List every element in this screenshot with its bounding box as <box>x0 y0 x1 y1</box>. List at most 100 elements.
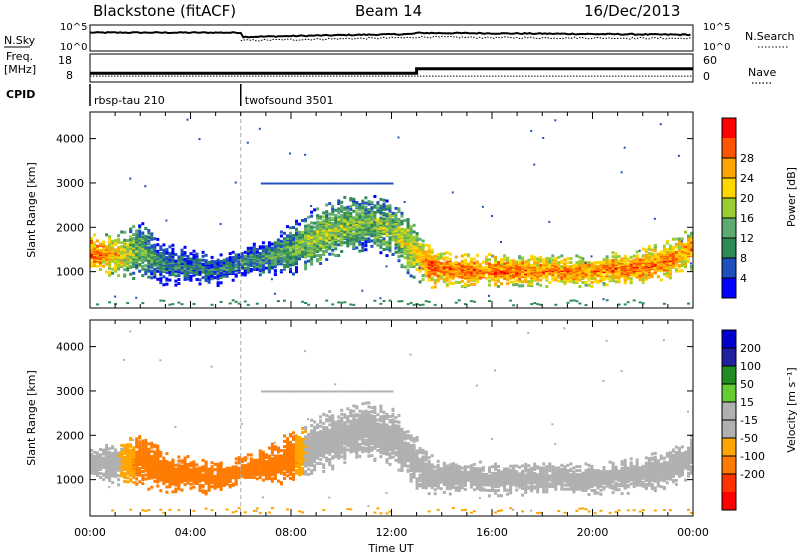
colorbar-tick-label: 20 <box>740 192 754 205</box>
scatter-cell <box>439 275 443 279</box>
scatter-cell <box>183 273 187 277</box>
scatter-cell <box>99 268 102 271</box>
scatter-cell <box>668 272 672 276</box>
scatter-cell <box>457 281 461 284</box>
scatter-cell <box>415 244 419 248</box>
scatter-cell <box>421 303 425 306</box>
scatter-cell <box>409 234 413 238</box>
scatter-cell <box>147 447 151 451</box>
scatter-cell <box>361 206 365 210</box>
scatter-cell <box>364 240 368 244</box>
scatter-cell <box>138 229 142 233</box>
scatter-cell <box>150 457 154 461</box>
scatter-cell <box>298 250 301 254</box>
scatter-cell <box>680 237 684 241</box>
scatter-cell <box>312 182 316 185</box>
scatter-cell <box>406 223 410 227</box>
scatter-cell <box>566 261 570 265</box>
scatter-cell <box>138 239 142 243</box>
scatter-cell <box>283 463 286 467</box>
scatter-cell <box>162 248 166 252</box>
scatter-cell <box>662 252 666 256</box>
nave-tick-bottom: 0 <box>703 70 710 83</box>
scatter-cell <box>117 238 121 242</box>
scatter-cell <box>123 448 127 452</box>
scatter-cell <box>331 216 335 220</box>
scatter-cell <box>680 240 683 243</box>
scatter-cell <box>195 463 199 467</box>
scatter-cell <box>515 264 519 268</box>
scatter-cell <box>494 255 497 259</box>
scatter-cell <box>388 209 392 213</box>
scatter-cell <box>261 496 264 499</box>
scatter-cell <box>475 263 479 267</box>
scatter-cell <box>566 301 570 304</box>
scatter-cell <box>400 214 404 218</box>
scatter-cell <box>216 261 220 265</box>
scatter-cell <box>427 252 431 256</box>
scatter-cell <box>469 276 473 280</box>
scatter-cell <box>96 454 99 458</box>
scatter-cell <box>240 272 244 276</box>
scatter-cell <box>551 258 555 262</box>
scatter-cell <box>228 302 232 305</box>
scatter-cell <box>638 249 641 252</box>
scatter-cell <box>150 237 154 241</box>
scatter-cell <box>659 253 663 257</box>
scatter-cell <box>292 236 295 240</box>
cpid-mode-name: twofsound 3501 <box>245 94 334 107</box>
scatter-cell <box>141 509 145 512</box>
scatter-cell <box>186 260 190 264</box>
scatter-cell <box>144 268 148 272</box>
scatter-cell <box>560 265 564 269</box>
scatter-cell <box>451 264 455 268</box>
freq-line <box>90 67 693 75</box>
scatter-cell <box>687 237 690 241</box>
scatter-cell <box>273 477 277 481</box>
scatter-cell <box>427 249 431 253</box>
scatter-cell <box>132 237 136 241</box>
scatter-cell <box>255 248 259 251</box>
scatter-cell <box>364 205 368 209</box>
scatter-cell <box>195 271 199 275</box>
nsky-label: N.Sky <box>4 34 36 47</box>
scatter-cell <box>632 254 636 258</box>
scatter-cell <box>129 177 132 180</box>
scatter-cell <box>409 229 413 233</box>
scatter-cell <box>412 230 416 234</box>
scatter-cell <box>201 258 205 262</box>
scatter-cell <box>349 233 353 236</box>
scatter-cell <box>132 446 136 450</box>
scatter-cell <box>521 280 525 284</box>
scatter-cell <box>295 266 298 270</box>
scatter-cell <box>527 264 531 268</box>
scatter-cell <box>337 254 341 257</box>
scatter-cell <box>304 267 308 271</box>
scatter-cell <box>168 245 172 249</box>
scatter-cell <box>361 199 365 203</box>
scatter-cell <box>400 254 404 258</box>
scatter-cell <box>527 280 531 284</box>
scatter-cell <box>587 283 591 287</box>
scatter-cell <box>376 210 380 214</box>
scatter-cell <box>415 232 419 236</box>
scatter-cell <box>138 480 142 484</box>
scatter-cell <box>328 216 332 220</box>
scatter-cell <box>289 226 292 230</box>
scatter-cell <box>608 277 612 281</box>
scatter-cell <box>690 267 693 271</box>
scatter-cell <box>243 266 247 270</box>
scatter-cell <box>397 218 401 221</box>
scatter-cell <box>144 438 148 442</box>
scatter-cell <box>662 264 666 268</box>
scatter-cell <box>192 256 196 260</box>
scatter-cell <box>680 269 684 273</box>
scatter-cell <box>231 299 235 302</box>
scatter-cell <box>198 278 202 282</box>
scatter-cell <box>530 264 534 268</box>
scatter-cell <box>117 454 121 458</box>
scatter-cell <box>370 239 374 243</box>
scatter-cell <box>266 182 270 185</box>
scatter-cell <box>111 239 115 243</box>
scatter-cell <box>289 445 292 448</box>
